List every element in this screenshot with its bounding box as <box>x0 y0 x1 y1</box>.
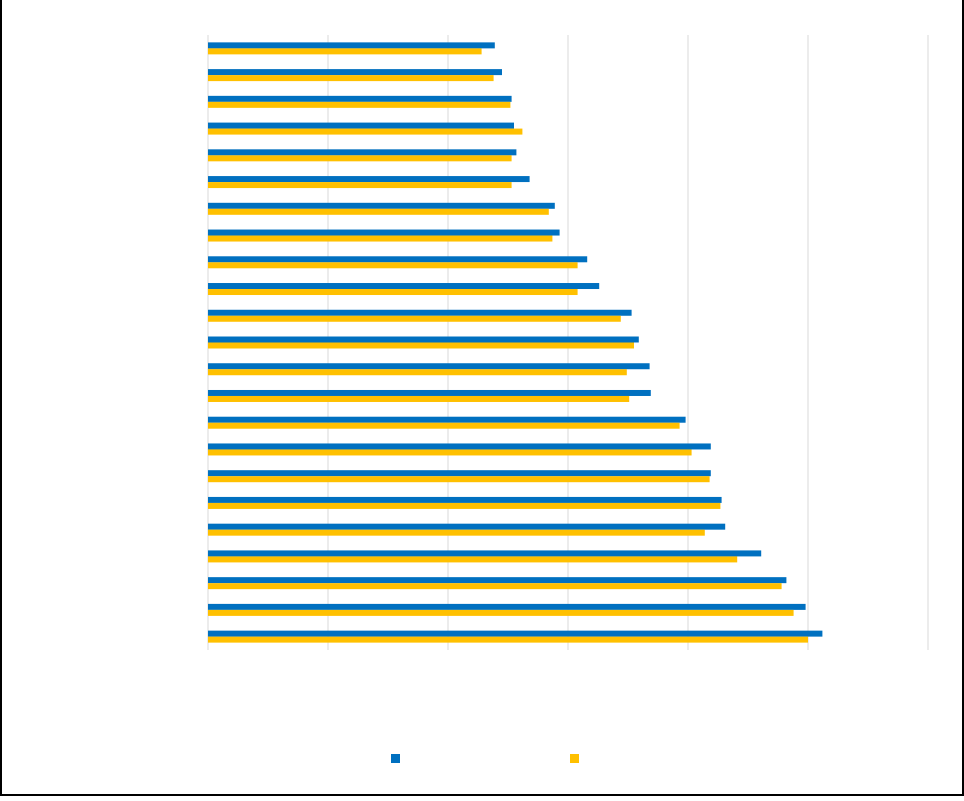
bar <box>208 609 794 616</box>
bar <box>208 336 639 343</box>
bar <box>208 449 692 456</box>
bar <box>208 75 494 82</box>
bar <box>208 229 560 236</box>
bar <box>208 556 738 563</box>
bar <box>208 202 555 209</box>
bar <box>208 523 726 530</box>
bar <box>208 529 705 536</box>
bar <box>208 208 549 215</box>
bar <box>208 309 632 316</box>
bar <box>208 502 721 509</box>
bar <box>208 95 512 102</box>
bar <box>208 476 710 483</box>
bar <box>208 636 808 643</box>
bar <box>208 416 686 423</box>
bar <box>208 182 512 189</box>
bar <box>208 289 578 296</box>
bar <box>208 283 600 290</box>
bar <box>208 363 650 370</box>
bar <box>208 42 495 49</box>
bar <box>208 422 680 429</box>
bar <box>208 262 578 269</box>
bar <box>208 101 511 108</box>
bar <box>208 395 630 402</box>
bar <box>208 470 711 477</box>
bar <box>208 550 762 557</box>
bar <box>208 443 711 450</box>
bar <box>208 149 517 156</box>
bar <box>208 342 634 349</box>
bar <box>208 496 722 503</box>
legend-swatch <box>391 754 400 763</box>
bar <box>208 122 514 129</box>
bar <box>208 48 482 55</box>
bar <box>208 315 621 322</box>
bar <box>208 630 823 637</box>
bar <box>208 176 530 183</box>
bar <box>208 128 523 135</box>
bar <box>208 69 502 76</box>
bar <box>208 155 512 162</box>
bar <box>208 369 627 376</box>
bar <box>208 256 588 263</box>
bar <box>208 235 553 242</box>
bar <box>208 583 782 590</box>
bar <box>208 603 806 610</box>
bar <box>208 577 787 584</box>
legend-swatch <box>570 754 579 763</box>
bar <box>208 389 651 396</box>
